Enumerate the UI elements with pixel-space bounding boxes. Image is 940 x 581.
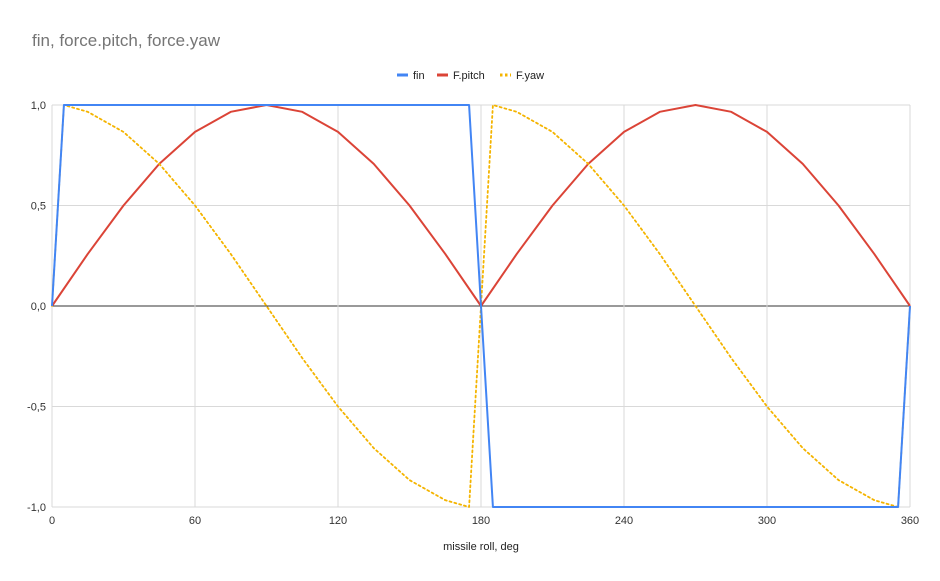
y-tick-label: -0,5 (27, 402, 46, 414)
x-tick-label: 240 (615, 515, 633, 527)
series-line-fin[interactable] (51, 104, 911, 508)
legend-label: fin (413, 70, 425, 82)
legend-label: F.yaw (516, 70, 544, 82)
legend-label: F.pitch (453, 70, 485, 82)
tick-layer: 1,0 0,5 0,0 -0,5 -1,00 60 120 180 240 300 360 (27, 100, 919, 527)
y-tick-label: -1,0 (27, 502, 46, 514)
x-tick-label: 120 (329, 515, 347, 527)
y-tick-label: 1,0 (31, 100, 46, 112)
x-tick-label: 300 (758, 515, 776, 527)
series-layer (51, 104, 911, 508)
legend-item-f-yaw[interactable]: F.yaw (500, 70, 544, 82)
chart-title: fin, force.pitch, force.yaw (32, 31, 221, 50)
legend-item-fin[interactable]: fin (397, 70, 425, 82)
x-tick-label: 180 (472, 515, 490, 527)
legend-item-f-pitch[interactable]: F.pitch (437, 70, 485, 82)
y-tick-label: 0,5 (31, 201, 46, 213)
x-tick-label: 60 (189, 515, 201, 527)
legend[interactable]: fin F.pitch F.yaw (397, 70, 544, 82)
x-axis-title: missile roll, deg (443, 541, 519, 553)
x-tick-label: 360 (901, 515, 919, 527)
x-tick-label: 0 (49, 515, 55, 527)
y-tick-label: 0,0 (31, 301, 46, 313)
